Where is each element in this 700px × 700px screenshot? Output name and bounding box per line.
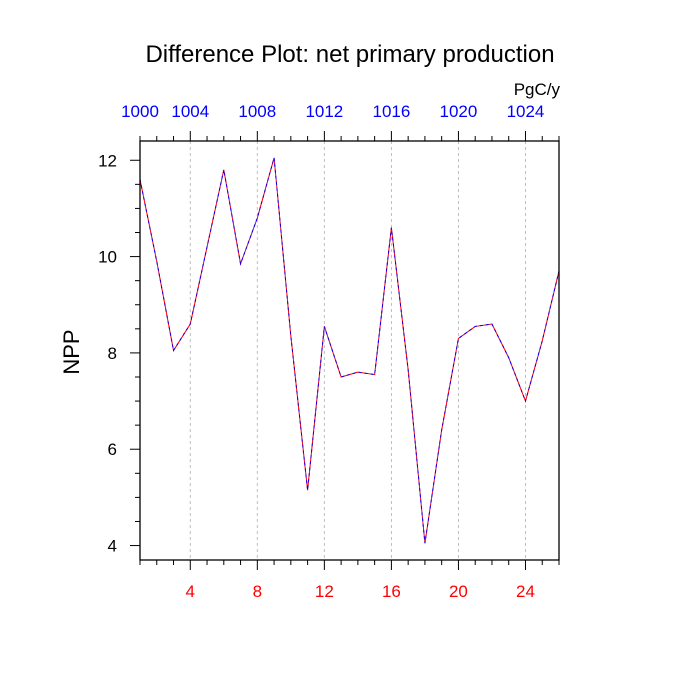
x-tick-label-top: 1016 — [372, 102, 410, 121]
plot-frame — [139, 140, 560, 561]
y-tick-label: 10 — [98, 248, 117, 267]
x-tick-label-bottom: 20 — [449, 582, 468, 601]
series-group — [139, 157, 560, 544]
x-tick-label-top: 1012 — [305, 102, 343, 121]
y-tick-label: 6 — [108, 440, 117, 459]
series-line-dashed — [139, 157, 560, 544]
x-tick-label-top: 1008 — [238, 102, 276, 121]
y-tick-label: 4 — [108, 537, 117, 556]
x-tick-label-bottom: 8 — [253, 582, 262, 601]
x-tick-label-top: 1004 — [171, 102, 209, 121]
x-tick-label-top: 1020 — [440, 102, 478, 121]
series-line — [139, 157, 560, 544]
x-tick-label-top: 1000 — [121, 102, 159, 121]
units-label: PgC/y — [514, 80, 561, 99]
x-tick-label-bottom: 16 — [382, 582, 401, 601]
y-tick-label: 12 — [98, 151, 117, 170]
chart-title: Difference Plot: net primary production — [145, 41, 554, 68]
grid-lines — [189, 141, 526, 560]
x-tick-label-bottom: 12 — [315, 582, 334, 601]
y-axis-label: NPP — [59, 329, 84, 374]
axis-ticks — [130, 131, 560, 570]
x-tick-label-bottom: 4 — [186, 582, 195, 601]
x-tick-label-bottom: 24 — [516, 582, 535, 601]
x-tick-label-top: 1024 — [507, 102, 545, 121]
y-tick-label: 8 — [108, 344, 117, 363]
